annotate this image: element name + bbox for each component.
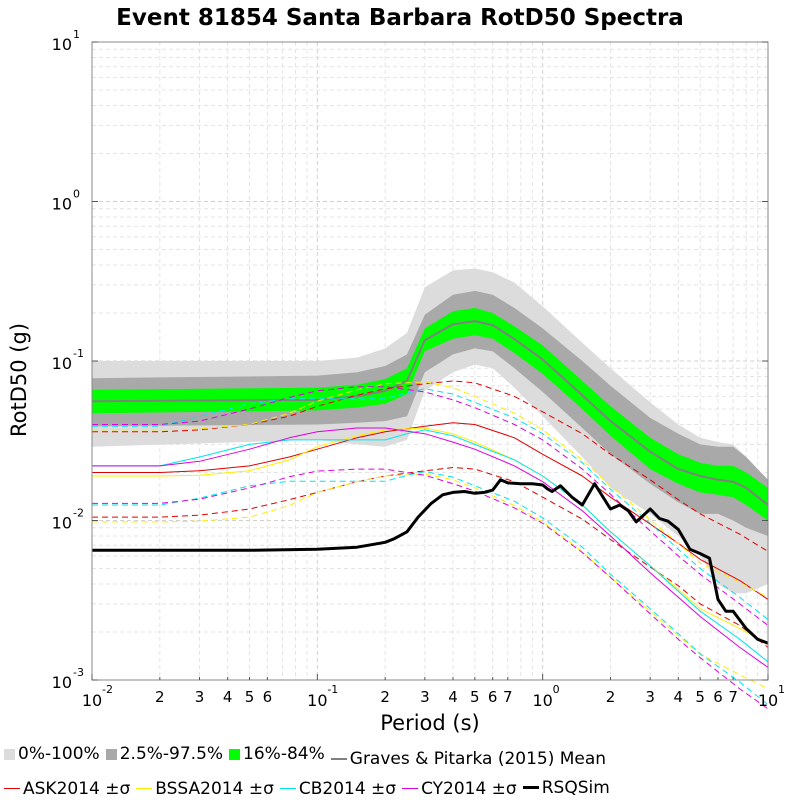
x-tick-label: 10 xyxy=(758,691,778,710)
legend-item-ask2014: ASK2014 ±σ xyxy=(4,779,130,799)
series-graves-pitarka-2015-mean xyxy=(91,320,769,506)
legend-swatch xyxy=(402,788,419,789)
x-minor-tick-label: 7 xyxy=(728,688,738,706)
legend-item-16-84: 16%-84% xyxy=(229,744,325,764)
chart-title: Event 81854 Santa Barbara RotD50 Spectra xyxy=(116,5,684,31)
legend-label: CB2014 ±σ xyxy=(298,778,397,799)
legend-label: RSQSim xyxy=(541,777,610,798)
x-minor-tick-label: 3 xyxy=(645,688,655,706)
legend-swatch xyxy=(229,748,241,760)
x-minor-tick-label: 5 xyxy=(245,688,255,706)
x-tick-label: 10 xyxy=(307,691,327,710)
series-bssa2014- xyxy=(92,381,769,598)
series-cb2014 xyxy=(92,429,769,663)
x-minor-tick-label: 4 xyxy=(674,688,684,706)
series-cy2014 xyxy=(92,427,769,668)
legend-item-cy2014: CY2014 ±σ xyxy=(402,779,517,799)
y-tick-label: 10 xyxy=(52,35,72,54)
legend-swatch xyxy=(330,757,347,760)
y-tick-exponent: 1 xyxy=(73,28,80,41)
y-axis-label: RotD50 (g) xyxy=(7,323,31,437)
y-tick-label: 10 xyxy=(52,195,72,214)
legend-item-bssa2014: BSSA2014 ±σ xyxy=(136,779,274,799)
legend-row-2: ASK2014 ±σ BSSA2014 ±σ CB2014 ±σ CY2014 ±σ R… xyxy=(0,774,800,799)
series-lines xyxy=(91,320,769,710)
series-ask2014 xyxy=(92,422,769,600)
x-minor-tick-label: 7 xyxy=(503,688,513,706)
y-tick-exponent: 0 xyxy=(73,188,80,201)
x-minor-tick-label: 6 xyxy=(263,688,273,706)
legend-swatch xyxy=(522,786,539,789)
x-tick-exponent: 1 xyxy=(778,683,785,696)
x-tick-exponent: 0 xyxy=(553,683,560,696)
x-minor-tick-label: 5 xyxy=(470,688,480,706)
x-minor-tick-label: 6 xyxy=(713,688,723,706)
legend-item-0-100: 0%-100% xyxy=(4,744,100,764)
y-tick-exponent: -2 xyxy=(73,507,84,520)
legend-item-cb2014: CB2014 ±σ xyxy=(279,778,397,799)
x-tick-label: 10 xyxy=(82,691,102,710)
series-bssa2014 xyxy=(92,427,769,644)
y-tick-label: 10 xyxy=(52,673,72,692)
series-cb2014- xyxy=(92,388,769,620)
legend-swatch xyxy=(279,788,296,789)
legend-swatch xyxy=(4,748,15,760)
legend-label: Graves & Pitarka (2015) Mean xyxy=(349,748,607,769)
x-minor-tick-label: 4 xyxy=(223,688,233,706)
y-tick-exponent: -3 xyxy=(73,666,84,679)
x-minor-tick-label: 3 xyxy=(420,688,430,706)
legend-swatch xyxy=(4,788,20,789)
legend-item-2-5-97-5: 2.5%-97.5% xyxy=(105,744,224,764)
y-tick-exponent: -1 xyxy=(73,347,84,360)
x-axis-label: Period (s) xyxy=(380,711,479,735)
series-ask2014- xyxy=(92,467,769,648)
x-tick-exponent: -1 xyxy=(327,683,338,696)
legend-label: CY2014 ±σ xyxy=(421,778,517,799)
x-minor-tick-label: 2 xyxy=(606,688,616,706)
x-tick-exponent: -2 xyxy=(102,683,113,696)
legend-swatch xyxy=(136,788,153,789)
x-minor-tick-label: 4 xyxy=(448,688,458,706)
legend-item-rsqsim: RSQSim xyxy=(522,777,610,798)
legend-label: 0%-100% xyxy=(18,744,100,764)
legend-label: 2.5%-97.5% xyxy=(119,744,224,764)
legend-label: ASK2014 ±σ xyxy=(23,778,131,799)
series-cy2014- xyxy=(92,468,769,710)
x-minor-tick-label: 6 xyxy=(488,688,498,706)
x-tick-label: 10 xyxy=(532,691,552,710)
legend-swatch xyxy=(105,748,117,760)
legend-label: 16%-84% xyxy=(243,744,325,764)
x-minor-tick-label: 5 xyxy=(695,688,705,706)
series-rsqsim xyxy=(92,478,769,645)
y-tick-label: 10 xyxy=(52,514,72,533)
legend-row-1: 0%-100% 2.5%-97.5% 16%-84% Graves & Pitarka… xyxy=(0,744,800,769)
series-bssa2014- xyxy=(92,473,769,690)
series-cy2014- xyxy=(92,386,769,626)
x-minor-tick-label: 3 xyxy=(195,688,205,706)
legend-item-graves-pitarka-2015-mean: Graves & Pitarka (2015) Mean xyxy=(330,748,607,769)
x-minor-tick-label: 2 xyxy=(155,688,165,706)
y-tick-label: 10 xyxy=(52,354,72,373)
x-minor-tick-label: 2 xyxy=(380,688,390,706)
legend-label: BSSA2014 ±σ xyxy=(155,778,274,799)
percentile-bands xyxy=(92,268,768,594)
